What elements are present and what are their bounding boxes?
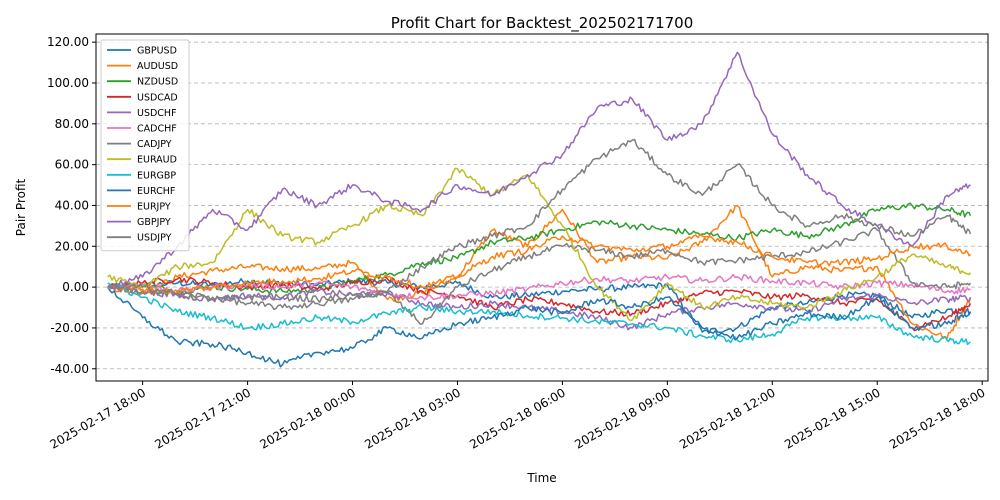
series-line-cadjpy	[107, 226, 972, 325]
legend-entry: EURJPY	[137, 202, 171, 213]
chart-title: Profit Chart for Backtest_202502171700	[391, 14, 694, 33]
y-tick-label: -40.00	[50, 362, 89, 376]
y-tick-label: 100.00	[47, 76, 89, 90]
legend-box	[100, 39, 190, 252]
series-lines	[107, 51, 972, 368]
legend-entry: NZDUSD	[137, 77, 178, 88]
series-line-eurchf	[107, 286, 972, 368]
series-line-usdjpy	[107, 138, 972, 311]
legend-entry: USDCHF	[137, 108, 177, 119]
series-line-cadchf	[107, 273, 971, 301]
legend-entry: EURGBP	[137, 170, 176, 181]
legend: GBPUSD AUDUSD NZDUSD USDCAD USDCHF CADCHF CADJ…	[100, 39, 190, 252]
series-line-gbpjpy	[107, 51, 971, 290]
legend-entry: GBPJPY	[137, 217, 171, 228]
y-tick-label: 80.00	[55, 117, 89, 131]
legend-entry: EURCHF	[137, 186, 175, 197]
y-tick-label: 60.00	[55, 158, 89, 172]
series-line-eurgbp	[107, 282, 971, 346]
legend-entry: AUDUSD	[137, 61, 178, 72]
series-line-euraud	[107, 167, 972, 322]
y-axis: -40.00 -20.00 0.00 20.00 40.00 60.00 80.00 100.…	[47, 35, 96, 376]
y-tick-label: 120.00	[47, 35, 89, 49]
y-axis-label: Pair Profit	[14, 178, 28, 236]
y-tick-label: 20.00	[55, 239, 89, 253]
legend-entry: GBPUSD	[137, 46, 177, 57]
series-line-audusd	[107, 204, 972, 340]
y-tick-label: 40.00	[55, 198, 89, 212]
legend-entry: CADJPY	[137, 139, 172, 150]
legend-entry: USDJPY	[137, 233, 172, 244]
y-tick-label: -20.00	[50, 321, 89, 335]
y-tick-label: 0.00	[62, 280, 89, 294]
plot-area-frame	[95, 33, 989, 382]
legend-entry: EURAUD	[137, 155, 177, 166]
x-axis-label: Time	[526, 471, 556, 485]
series-line-eurjpy	[107, 233, 972, 295]
legend-entry: CADCHF	[137, 124, 177, 135]
legend-entry: USDCAD	[137, 92, 178, 103]
